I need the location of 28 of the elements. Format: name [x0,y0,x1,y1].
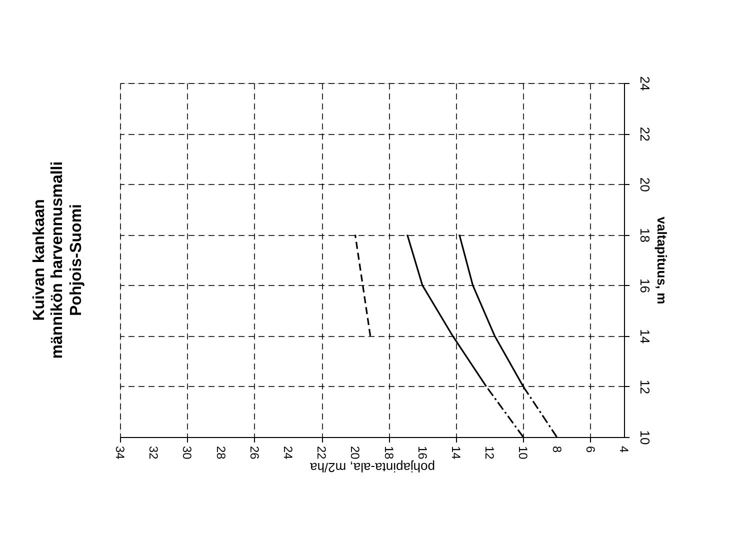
y-axis-title: valtapituus, m [654,216,670,304]
y-tick-label: 20 [638,177,652,192]
x-tick-label: 12 [482,446,497,460]
text: männikön harvennusmalli [49,161,66,359]
x-tick-label: 18 [382,446,396,460]
text: Pohjois-Suomi [68,204,85,316]
y-tick-label: 12 [638,380,652,394]
text: Kuivan kankaan [31,199,48,321]
x-tick-label: 28 [214,446,228,460]
x-tick-label: 24 [281,446,295,460]
x-axis-title: pohjapinta-ala, m2/ha [309,460,436,475]
y-tick-label: 18 [638,228,652,242]
x-tick-label: 14 [449,446,463,460]
y-tick-label: 14 [638,329,652,344]
x-tick-label: 6 [583,446,598,453]
x-tick-label: 26 [247,446,262,460]
x-tick-label: 4 [617,446,631,453]
y-tick-label: 24 [638,76,652,91]
y-tick-label: 16 [638,278,652,294]
x-tick-label: 8 [550,446,564,453]
x-tick-label: 34 [113,446,127,460]
x-tick-label: 22 [314,446,329,460]
x-tick-label: 32 [146,446,161,460]
x-tick-label: 10 [516,446,530,460]
x-tick-label: 30 [180,446,194,460]
y-tick-label: 22 [638,126,652,142]
x-tick-label: 16 [415,446,430,460]
x-tick-label: 20 [348,446,362,460]
